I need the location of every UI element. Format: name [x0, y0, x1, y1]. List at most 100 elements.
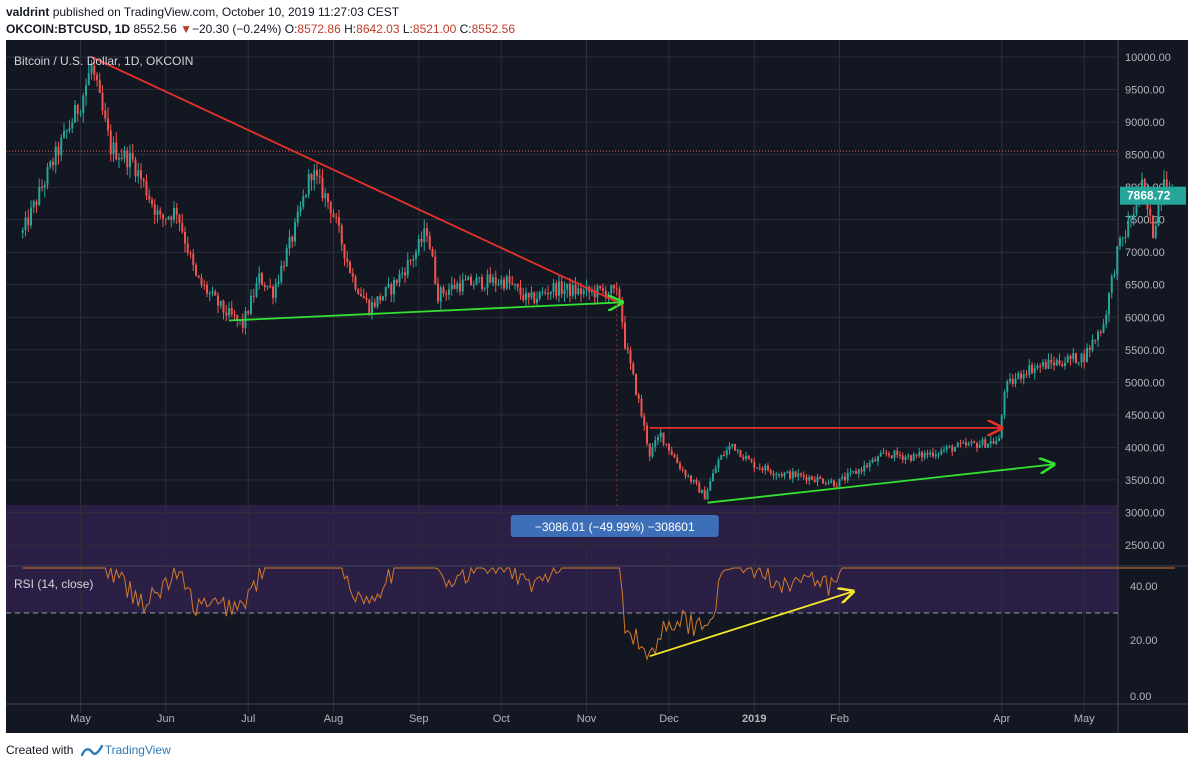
candle-body — [714, 467, 717, 474]
candle-body — [277, 281, 280, 284]
candle-body — [382, 296, 384, 301]
candle-body — [508, 276, 511, 283]
candle-body — [819, 476, 822, 479]
candle-body — [681, 469, 684, 471]
candle-body — [107, 118, 109, 131]
current-price-box — [1120, 186, 1186, 205]
candle-body — [937, 453, 940, 455]
candle-body — [692, 480, 695, 482]
candle-body — [145, 181, 148, 196]
candle-body — [340, 225, 343, 245]
candle-body — [120, 157, 123, 159]
candle-body — [863, 465, 866, 472]
candle-body — [1124, 236, 1127, 238]
candle-body — [24, 217, 27, 231]
author-name[interactable]: valdrint — [6, 5, 50, 19]
candle-body — [123, 150, 126, 159]
rsi-trendline — [649, 591, 854, 658]
price-tick-label: 4500.00 — [1125, 410, 1165, 422]
price-tick-label: 3000.00 — [1125, 507, 1165, 519]
candle-body — [173, 207, 175, 220]
candle-body — [1061, 364, 1064, 367]
candle-body — [932, 452, 934, 457]
candle-body — [236, 315, 239, 321]
candle-body — [415, 252, 417, 260]
candle-body — [679, 463, 681, 470]
candle-body — [706, 490, 709, 500]
candle-body — [874, 459, 877, 462]
candle-body — [283, 265, 285, 267]
symbol-label: OKCOIN:BTCUSD, 1D — [6, 22, 131, 36]
candle-body — [74, 105, 76, 123]
candle-body — [901, 455, 904, 460]
low-value: 8521.00 — [412, 22, 457, 36]
candle-body — [596, 285, 599, 298]
candle-body — [965, 442, 967, 446]
created-with-text: Created with — [6, 743, 74, 757]
candle-body — [302, 196, 305, 207]
candle-body — [662, 432, 665, 444]
candle-body — [929, 452, 932, 455]
chart-frame[interactable]: 10000.009500.009000.008500.008000.007500… — [6, 40, 1188, 733]
candle-body — [648, 443, 651, 457]
candle-body — [764, 465, 767, 471]
time-tick-label: Dec — [659, 713, 679, 725]
candle-body — [200, 277, 203, 285]
price-tick-label: 4000.00 — [1125, 442, 1165, 454]
candle-body — [857, 469, 860, 474]
candle-body — [294, 222, 296, 242]
candle-body — [835, 485, 838, 487]
candle-body — [912, 454, 915, 461]
candle-body — [1130, 219, 1132, 221]
high-value: 8642.03 — [356, 22, 400, 36]
candle-body — [21, 230, 24, 233]
candle-body — [1116, 246, 1119, 275]
candle-body — [321, 177, 324, 198]
candle-body — [288, 236, 291, 249]
current-price-label: 7868.72 — [1127, 189, 1171, 203]
candle-body — [1075, 353, 1077, 364]
candle-body — [420, 238, 423, 242]
candle-body — [439, 287, 442, 302]
candle-body — [263, 284, 266, 288]
candle-body — [250, 295, 252, 314]
candle-body — [800, 473, 802, 475]
candle-body — [118, 157, 120, 160]
candle-body — [907, 455, 910, 457]
candle-body — [241, 319, 244, 328]
candle-body — [1077, 362, 1080, 364]
candle-body — [896, 450, 899, 455]
trendline — [707, 464, 1055, 504]
chart-title: Bitcoin / U.S. Dollar, 1D, OKCOIN — [14, 54, 193, 68]
candle-body — [170, 216, 173, 220]
candle-body — [1110, 276, 1113, 293]
candle-body — [690, 475, 692, 482]
candle-body — [767, 465, 769, 471]
candle-body — [560, 281, 563, 294]
candle-body — [794, 471, 797, 477]
candle-body — [85, 85, 87, 96]
candle-body — [1143, 179, 1146, 193]
candle-body — [129, 153, 131, 168]
candle-body — [676, 457, 679, 464]
candle-body — [453, 284, 456, 289]
candle-body — [1066, 355, 1069, 363]
candle-body — [959, 443, 962, 445]
candle-body — [712, 473, 714, 482]
candle-body — [536, 298, 538, 303]
candle-body — [571, 285, 574, 296]
candle-body — [1020, 373, 1022, 379]
candle-body — [475, 278, 478, 285]
candle-body — [57, 146, 60, 156]
candle-body — [951, 446, 954, 452]
trendline — [91, 56, 623, 306]
candle-body — [486, 274, 489, 288]
high-label: H: — [344, 22, 357, 36]
price-tick-label: 3500.00 — [1125, 475, 1165, 487]
candle-body — [698, 483, 701, 493]
candle-body — [362, 296, 365, 298]
candle-body — [945, 446, 948, 450]
tradingview-brand[interactable]: TradingView — [104, 743, 171, 757]
chart-canvas[interactable]: 10000.009500.009000.008500.008000.007500… — [6, 40, 1188, 733]
price-tick-label: 9000.00 — [1125, 117, 1165, 129]
